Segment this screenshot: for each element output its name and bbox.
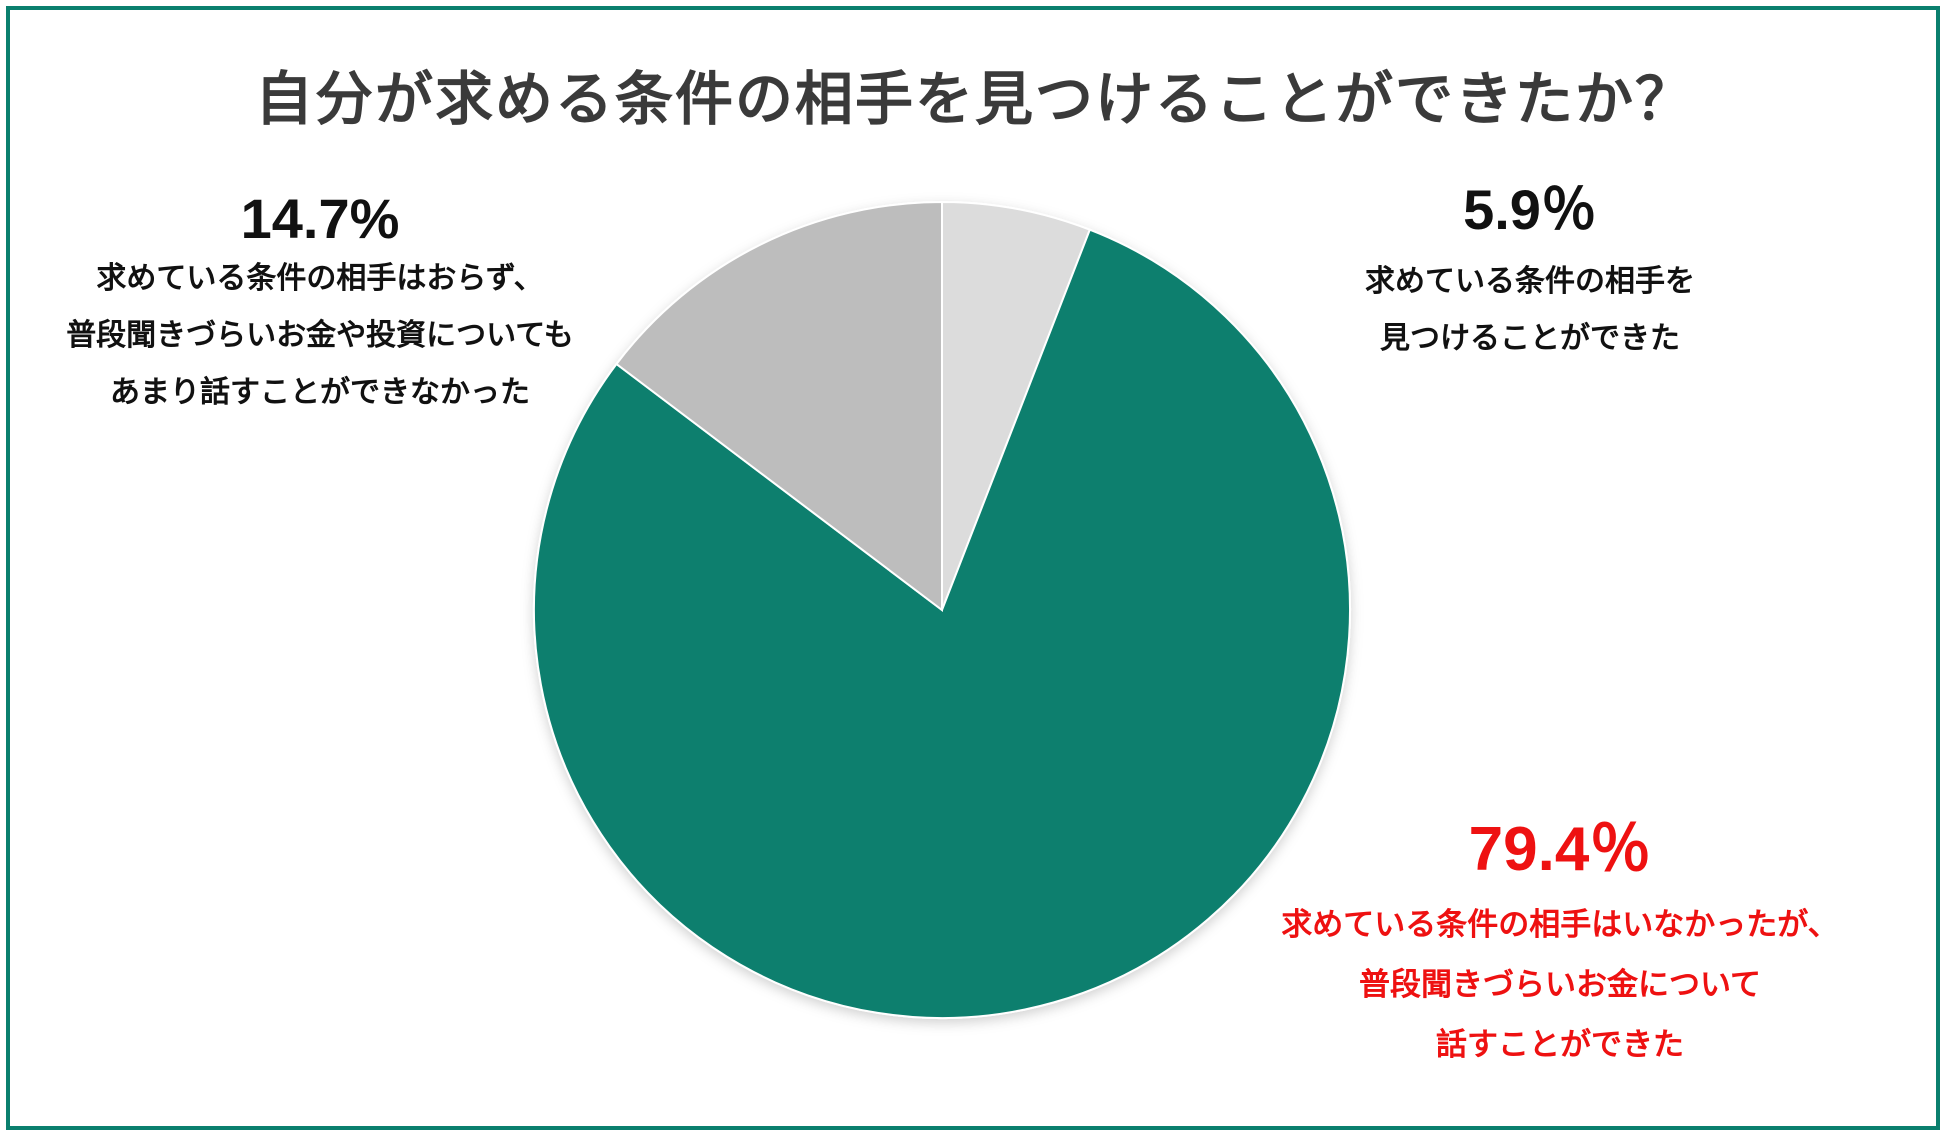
chart-title: 自分が求める条件の相手を見つけることができたか？	[254, 65, 1695, 133]
label-found-line-1: 求めている条件の相手を	[1365, 264, 1695, 299]
label-talk-percent: 79.4％	[1468, 815, 1652, 884]
label-found-percent: 5.9％	[1463, 178, 1597, 241]
pie-slice-talk	[533, 228, 1351, 1019]
label-talk-line-3: 話すことができた	[1436, 1027, 1684, 1063]
pie-slice-none	[615, 200, 943, 613]
pie-slice-found	[941, 200, 1092, 611]
label-found: 5.9％ 求めている条件の相手を 見つけることができた	[1290, 175, 1770, 367]
label-talk: 79.4％ 求めている条件の相手はいなかったが、 普段聞きづらいお金について 話…	[1180, 805, 1940, 1075]
label-none: 14.7% 求めている条件の相手はおらず、 普段聞きづらいお金や投資についても …	[10, 188, 630, 421]
label-none-line-2: 普段聞きづらいお金や投資についても	[66, 318, 574, 353]
label-none-percent: 14.7%	[240, 187, 400, 250]
label-none-line-3: あまり話すことができなかった	[110, 375, 530, 410]
label-talk-line-2: 普段聞きづらいお金について	[1358, 967, 1762, 1003]
label-talk-line-1: 求めている条件の相手はいなかったが、	[1281, 907, 1839, 943]
pie-slices	[533, 200, 1351, 1019]
label-found-line-2: 見つけることができた	[1380, 321, 1680, 356]
label-none-line-1: 求めている条件の相手はおらず、	[96, 261, 544, 296]
